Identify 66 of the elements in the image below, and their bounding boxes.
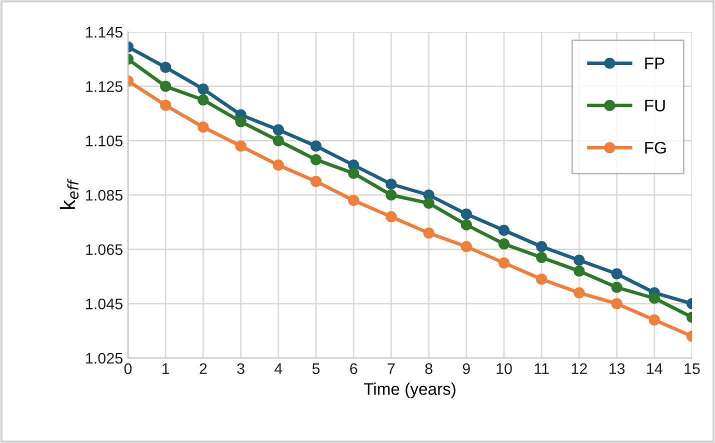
point	[235, 116, 246, 128]
point	[423, 198, 434, 209]
y-tick-label: 1.145	[86, 27, 122, 38]
y-tick-label: 1.085	[86, 190, 122, 201]
x-axis-title: Time (years)	[364, 382, 456, 398]
y-tick-label: 1.065	[86, 244, 122, 256]
point	[198, 94, 209, 106]
point	[310, 140, 322, 152]
point	[423, 227, 434, 239]
point	[272, 160, 284, 171]
point	[386, 189, 397, 201]
point	[536, 274, 548, 285]
point	[648, 292, 660, 304]
point	[611, 282, 622, 293]
legend-label: FU	[645, 100, 665, 112]
point	[160, 100, 172, 111]
x-tick-label: 5	[312, 363, 320, 374]
x-tick-label: 8	[425, 363, 432, 374]
point	[235, 140, 246, 152]
point	[386, 178, 397, 190]
x-tick-label: 11	[534, 363, 549, 374]
y-axis-title: k$_{eff}$	[60, 178, 79, 209]
x-tick-label: 3	[237, 363, 244, 374]
x-tick-label: 0	[124, 363, 132, 374]
point	[536, 241, 548, 252]
y-tick-label: 1.045	[86, 298, 122, 310]
point	[160, 80, 172, 92]
x-tick-label: 15	[684, 363, 700, 374]
point	[611, 298, 622, 310]
x-tick-label: 7	[388, 363, 395, 374]
point	[536, 252, 548, 264]
point	[498, 224, 510, 236]
point	[310, 154, 322, 166]
y-tick-label: 1.105	[86, 136, 122, 146]
y-tick-label: 1.125	[86, 81, 122, 92]
legend-label: FG	[645, 142, 666, 154]
y-tick-label: 1.025	[86, 352, 122, 364]
point	[272, 124, 284, 136]
x-tick-label: 6	[350, 363, 358, 374]
point	[574, 266, 585, 277]
point	[611, 268, 622, 280]
point	[498, 257, 510, 268]
point	[460, 241, 472, 252]
point	[348, 194, 360, 206]
x-tick-label: 1	[162, 363, 170, 374]
point	[198, 83, 209, 95]
x-tick-label: 13	[609, 363, 625, 374]
x-tick-label: 2	[200, 363, 207, 374]
x-tick-label: 9	[462, 363, 470, 374]
point	[574, 287, 585, 298]
point	[460, 219, 472, 230]
point	[160, 62, 172, 73]
point	[272, 135, 284, 146]
x-tick-label: 12	[572, 363, 587, 374]
x-tick-label: 4	[274, 363, 282, 374]
point	[648, 314, 660, 326]
x-tick-label: 10	[496, 363, 512, 374]
point	[198, 122, 209, 133]
x-tick-label: 14	[647, 363, 662, 374]
point	[348, 168, 360, 179]
legend-label: FP	[645, 58, 664, 70]
point	[574, 254, 585, 266]
point	[386, 211, 397, 222]
point	[498, 238, 510, 250]
point	[310, 176, 322, 187]
point	[460, 208, 472, 220]
